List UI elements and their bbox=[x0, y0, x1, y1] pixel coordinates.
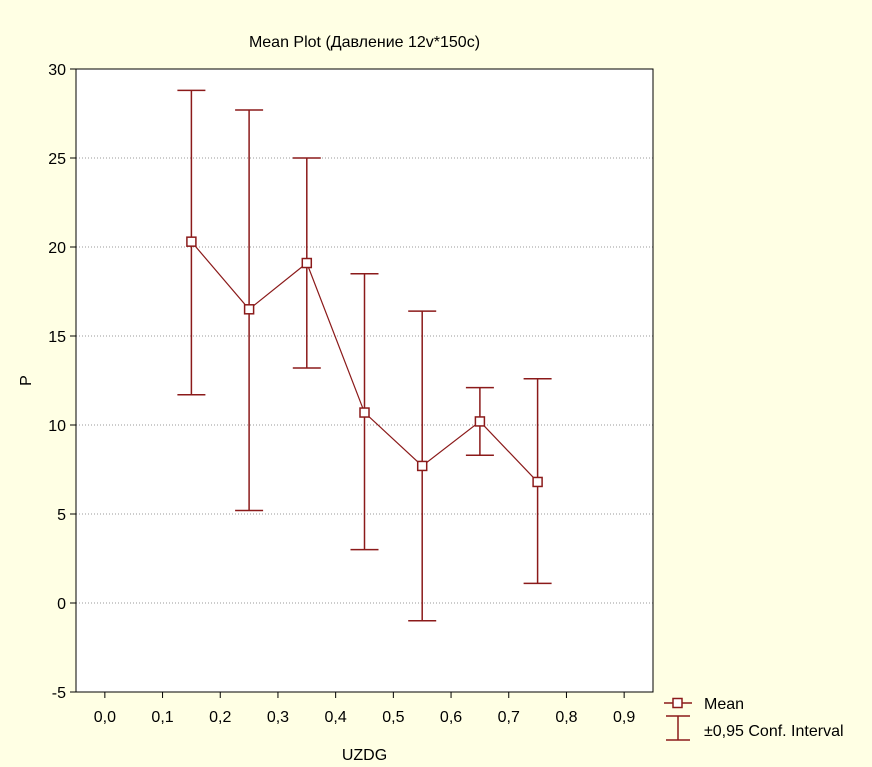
mean-point bbox=[416, 460, 428, 472]
legend-mean-label: Mean bbox=[704, 696, 744, 713]
legend-ci-label: ±0,95 Conf. Interval bbox=[704, 723, 844, 740]
mean-point bbox=[243, 304, 255, 315]
mean-point bbox=[474, 416, 486, 427]
plot-border bbox=[75, 68, 654, 693]
x-tick-label: 0,0 bbox=[94, 709, 116, 726]
x-tick-label: 0,8 bbox=[555, 709, 577, 726]
x-tick-label: 0,1 bbox=[151, 709, 173, 726]
x-tick-label: 0,6 bbox=[440, 709, 462, 726]
chart-title: Mean Plot (Давление 12v*150c) bbox=[249, 34, 480, 51]
y-tick-label: 30 bbox=[48, 62, 66, 79]
y-tick-label: 5 bbox=[57, 507, 66, 524]
mean-point bbox=[186, 236, 197, 247]
x-tick-label: 0,3 bbox=[267, 709, 289, 726]
y-tick-label: 20 bbox=[48, 240, 66, 257]
mean-point bbox=[359, 407, 370, 418]
y-tick-label: 25 bbox=[48, 151, 66, 168]
y-tick-label: 0 bbox=[57, 596, 66, 613]
mean-point bbox=[301, 257, 313, 269]
x-tick-label: 0,2 bbox=[209, 709, 231, 726]
x-axis-label: UZDG bbox=[342, 747, 387, 764]
x-tick-label: 0,7 bbox=[498, 709, 520, 726]
y-tick-label: 15 bbox=[48, 329, 66, 346]
legend-mean-marker bbox=[672, 697, 683, 709]
x-tick-label: 0,9 bbox=[613, 709, 635, 726]
mean-point bbox=[532, 476, 543, 488]
y-tick-label: -5 bbox=[52, 685, 66, 702]
x-tick-label: 0,5 bbox=[382, 709, 404, 726]
x-tick-label: 0,4 bbox=[325, 709, 347, 726]
y-tick-label: 10 bbox=[48, 418, 66, 435]
y-axis-label: P bbox=[18, 375, 35, 386]
